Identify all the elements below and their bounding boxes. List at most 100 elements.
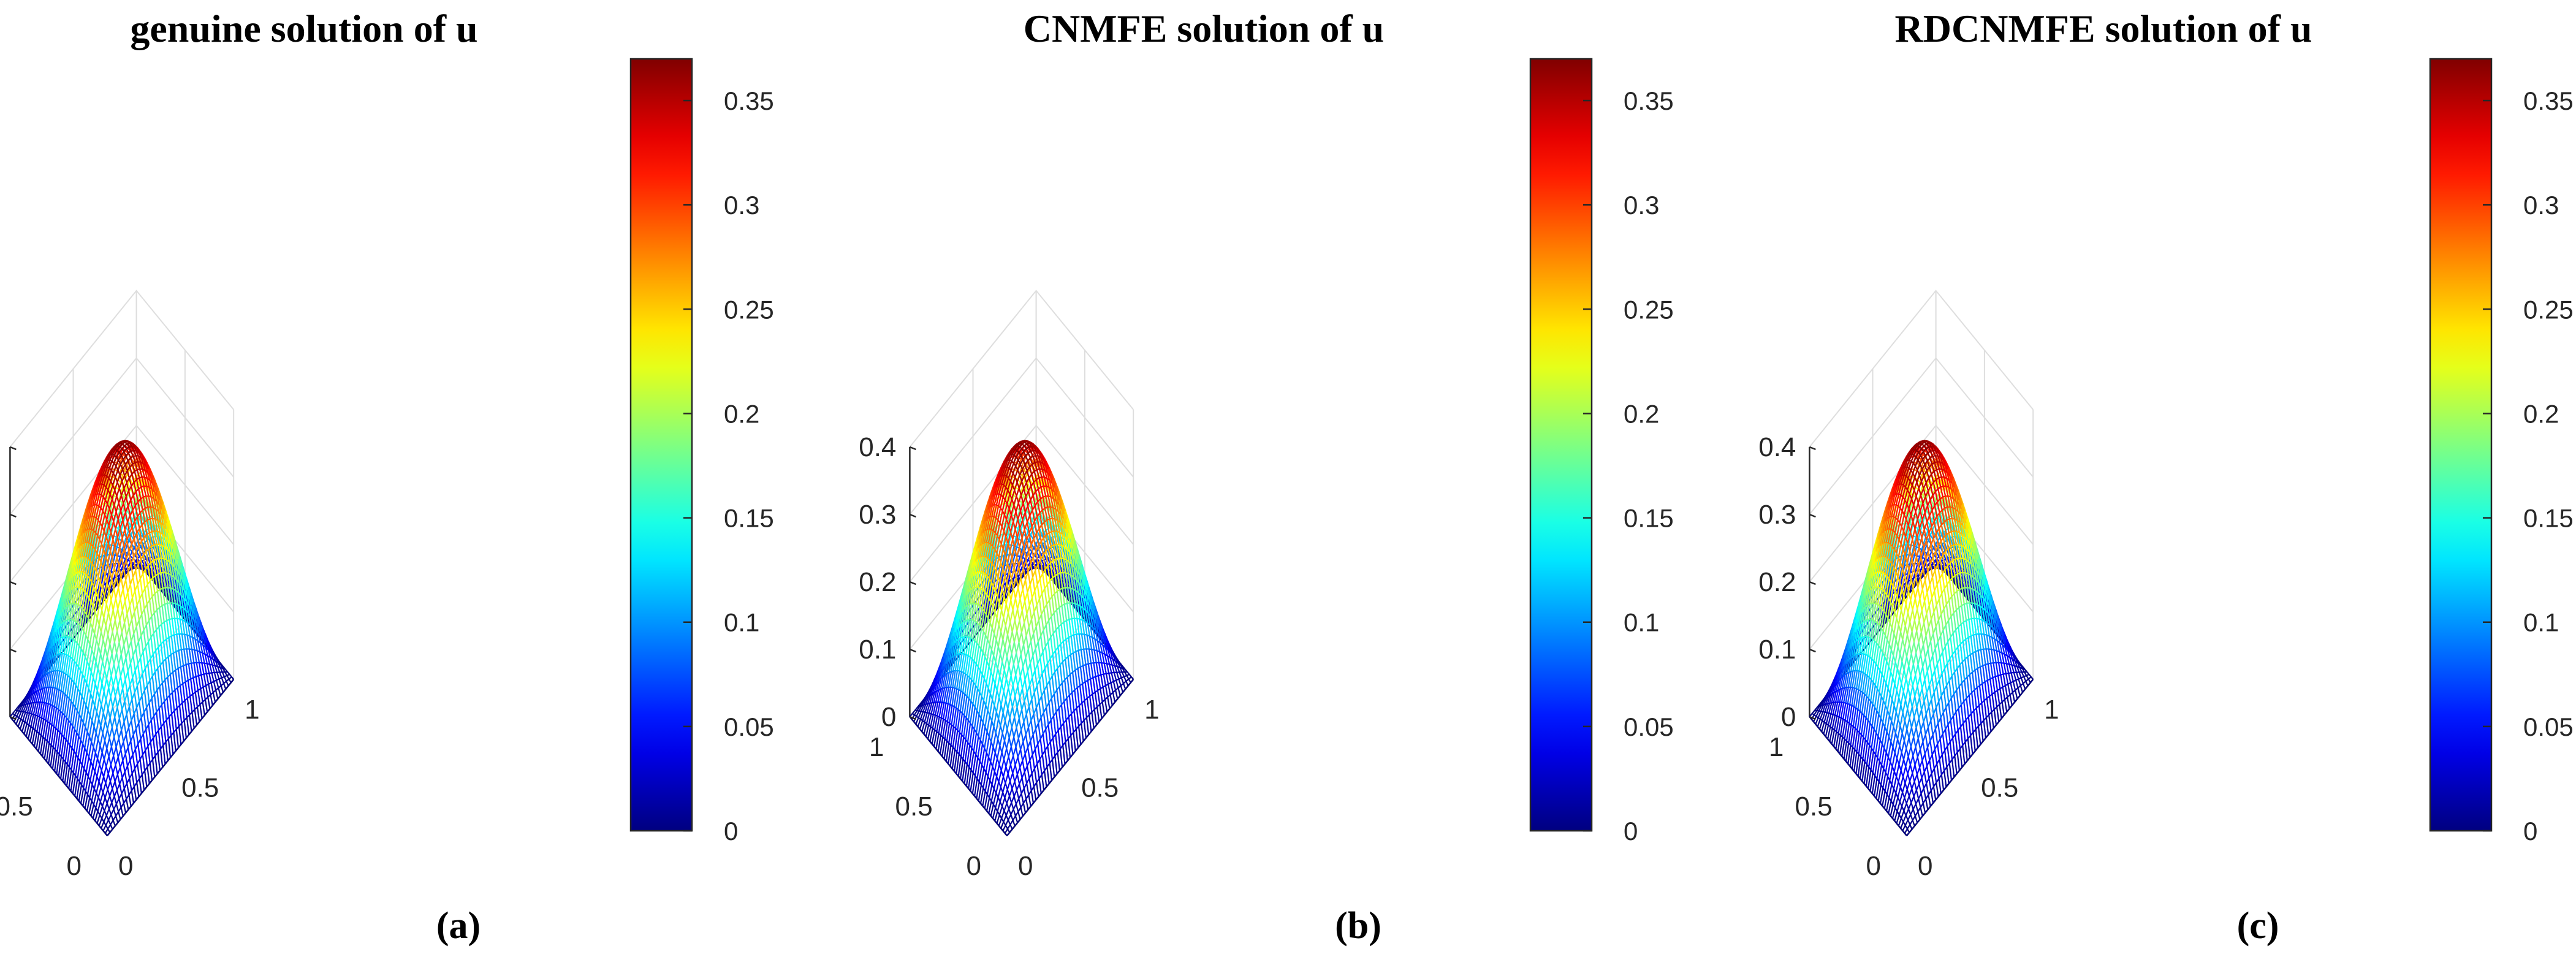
mesh-segment bbox=[124, 771, 128, 784]
mesh-segment bbox=[115, 765, 118, 775]
x-tick-label: 0.5 bbox=[181, 773, 219, 803]
mesh-segment bbox=[80, 532, 85, 546]
mesh-segment bbox=[226, 675, 230, 680]
mesh-segment bbox=[184, 681, 188, 699]
mesh-segment bbox=[93, 639, 97, 656]
mesh-segment bbox=[17, 706, 21, 711]
mesh-segment bbox=[82, 521, 87, 533]
mesh-segment bbox=[76, 539, 80, 552]
mesh-segment bbox=[118, 738, 122, 750]
mesh-segment bbox=[173, 711, 177, 730]
mesh-segment bbox=[131, 790, 135, 804]
y-tick-label: 0 bbox=[67, 851, 82, 881]
mesh-segment bbox=[162, 525, 166, 537]
mesh-segment bbox=[88, 596, 91, 609]
mesh-segment bbox=[86, 797, 91, 811]
mesh-segment bbox=[193, 662, 197, 677]
mesh-segment bbox=[119, 688, 124, 698]
mesh-segment bbox=[134, 670, 138, 687]
mesh-segment bbox=[216, 680, 219, 689]
mesh-segment bbox=[122, 469, 126, 476]
mesh-segment bbox=[206, 663, 210, 674]
mesh-segment bbox=[70, 564, 75, 579]
mesh-segment bbox=[89, 583, 93, 597]
mesh-segment bbox=[20, 711, 25, 720]
mesh-segment bbox=[158, 647, 161, 665]
mesh-segment bbox=[21, 722, 26, 732]
mesh-segment bbox=[192, 627, 196, 639]
mesh-segment bbox=[114, 445, 119, 450]
mesh-segment bbox=[118, 587, 121, 599]
mesh-segment bbox=[141, 696, 145, 713]
mesh-segment bbox=[195, 630, 199, 641]
mesh-segment bbox=[134, 611, 137, 627]
mesh-segment bbox=[178, 705, 183, 723]
mesh-segment bbox=[121, 777, 125, 789]
mesh-segment bbox=[102, 625, 107, 640]
mesh-segment bbox=[224, 671, 228, 676]
mesh-segment bbox=[142, 674, 145, 691]
mesh-segment bbox=[27, 695, 32, 704]
mesh-segment bbox=[116, 774, 121, 784]
mesh-segment bbox=[118, 455, 122, 461]
mesh-segment bbox=[105, 478, 110, 487]
mesh-segment bbox=[108, 460, 113, 468]
mesh-segment bbox=[207, 650, 211, 658]
mesh-segment bbox=[185, 664, 189, 681]
mesh-segment bbox=[82, 705, 87, 723]
mesh-segment bbox=[56, 615, 61, 630]
mesh-segment bbox=[104, 634, 109, 648]
mesh-segment bbox=[142, 544, 146, 552]
mesh-segment bbox=[133, 450, 137, 456]
mesh-segment bbox=[128, 460, 132, 466]
mesh-segment bbox=[122, 579, 127, 589]
mesh-segment bbox=[14, 710, 18, 716]
mesh-segment bbox=[117, 464, 121, 471]
mesh-segment bbox=[90, 747, 94, 762]
mesh-segment bbox=[102, 825, 107, 831]
mesh-segment bbox=[183, 720, 187, 738]
mesh-segment bbox=[88, 552, 91, 565]
mesh-segment bbox=[134, 768, 138, 783]
mesh-segment bbox=[77, 545, 82, 560]
mesh-segment bbox=[100, 639, 104, 654]
mesh-segment bbox=[18, 711, 22, 719]
mesh-segment bbox=[101, 759, 105, 771]
mesh-segment bbox=[116, 452, 120, 458]
mesh-segment bbox=[154, 519, 158, 532]
colorbar-tick-label: 0.1 bbox=[724, 608, 759, 637]
mesh-segment bbox=[170, 563, 174, 577]
colorbar-tick-label: 0.15 bbox=[724, 504, 774, 533]
mesh-segment bbox=[19, 720, 24, 730]
mesh-segment bbox=[177, 563, 181, 575]
mesh-segment bbox=[212, 692, 216, 703]
mesh-segment bbox=[89, 540, 94, 552]
mesh-segment bbox=[183, 590, 188, 602]
colorbar-tick-label: 0.3 bbox=[724, 191, 759, 220]
mesh-segment bbox=[156, 609, 160, 627]
mesh-segment bbox=[106, 460, 111, 468]
mesh-segment bbox=[82, 635, 87, 653]
mesh-segment bbox=[135, 455, 139, 462]
mesh-segment bbox=[120, 767, 123, 778]
mesh-segment bbox=[81, 678, 86, 697]
mesh-segment bbox=[125, 734, 129, 748]
mesh-segment bbox=[208, 684, 211, 695]
mesh-segment bbox=[145, 750, 148, 768]
mesh-segment bbox=[173, 732, 177, 752]
mesh-segment bbox=[140, 481, 145, 489]
mesh-segment bbox=[90, 804, 94, 816]
mesh-segment bbox=[209, 664, 213, 673]
mesh-segment bbox=[111, 802, 115, 810]
mesh-segment bbox=[123, 741, 126, 754]
mesh-segment bbox=[118, 642, 122, 655]
mesh-segment bbox=[129, 555, 134, 559]
mesh-segment bbox=[194, 649, 197, 663]
mesh-segment bbox=[135, 648, 139, 665]
mesh-segment bbox=[149, 581, 153, 597]
mesh-segment bbox=[99, 484, 103, 494]
mesh-segment bbox=[136, 551, 140, 557]
mesh-segment bbox=[32, 684, 36, 695]
mesh-segment bbox=[137, 584, 140, 600]
mesh-segment bbox=[180, 649, 184, 666]
